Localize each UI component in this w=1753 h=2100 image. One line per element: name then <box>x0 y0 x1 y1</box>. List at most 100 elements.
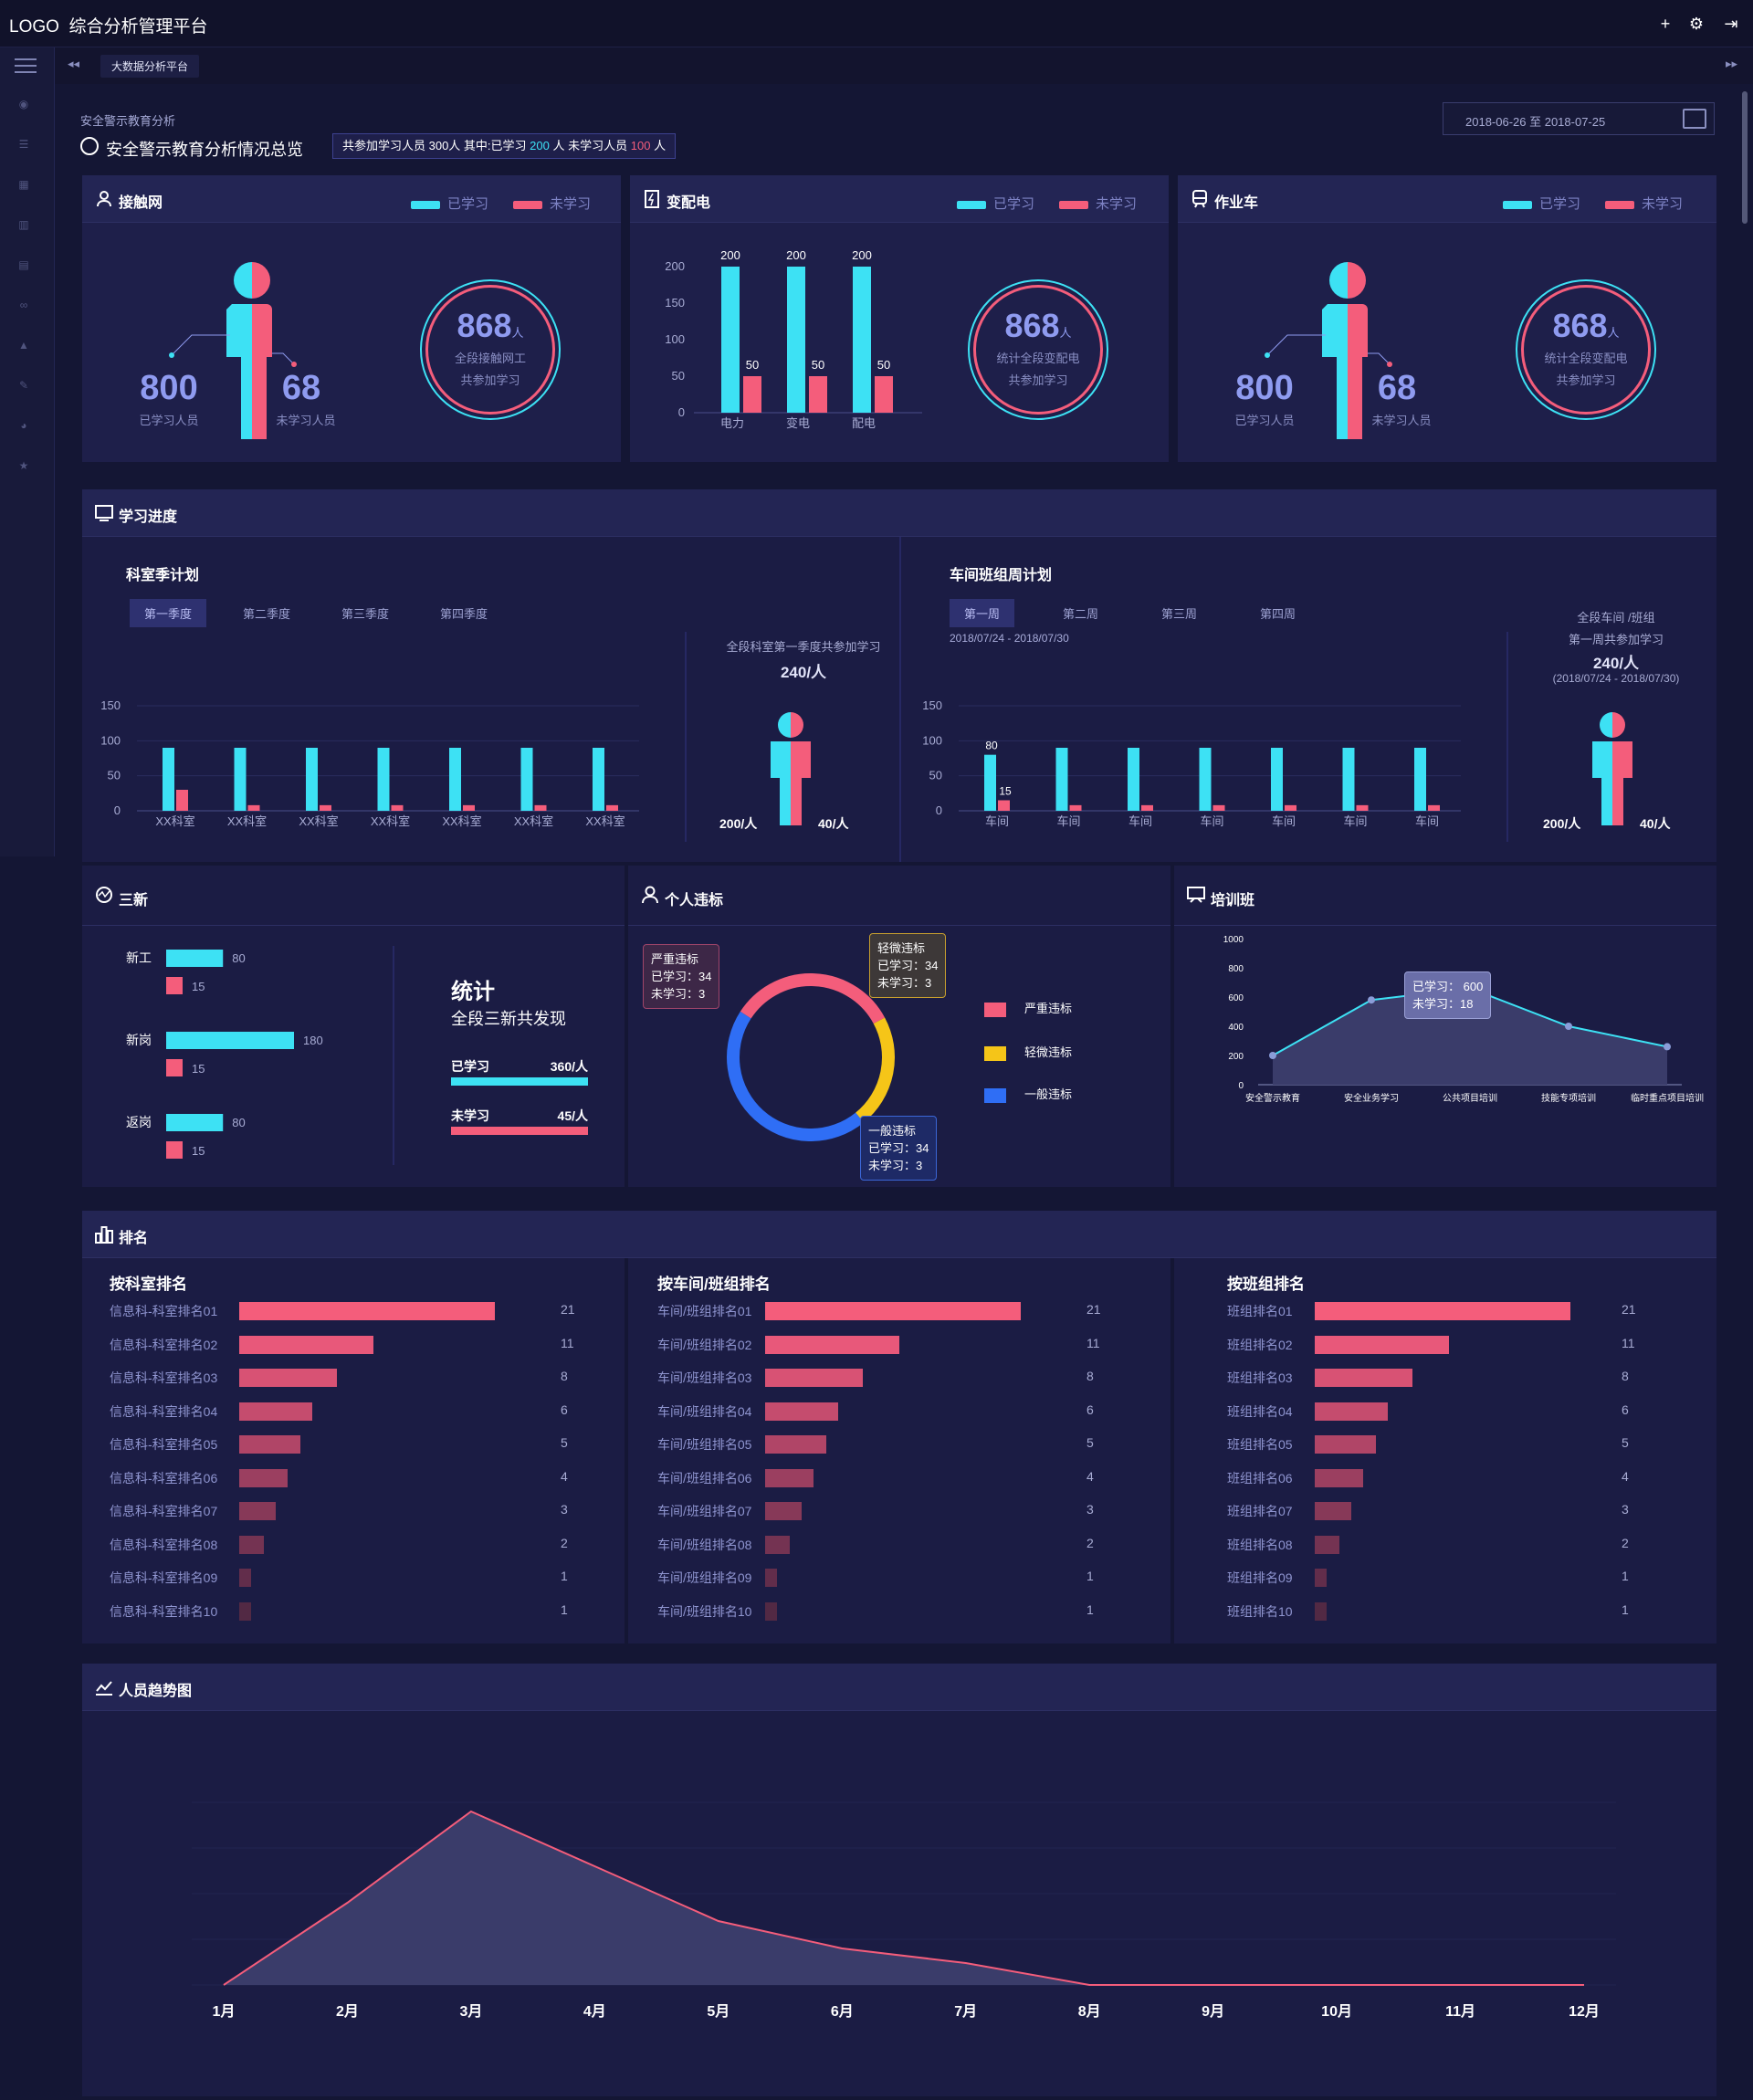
sanxin-panel: 三新 新工 80 15 新岗 180 15 返岗 80 15 统计 全段三新共发现 已学习 36… <box>82 866 625 1187</box>
rank-value: 21 <box>1086 1302 1101 1317</box>
bar-unlearned <box>1356 804 1369 811</box>
rank-bar <box>239 1601 252 1621</box>
gear-icon[interactable]: ⚙ <box>1688 15 1705 33</box>
tab-w3[interactable]: 第三周 <box>1161 607 1198 621</box>
rank-value: 2 <box>1086 1535 1094 1550</box>
side-title1: 全段车间 /班组 <box>1577 611 1655 625</box>
bar-learned <box>1342 748 1355 811</box>
rank-bar <box>765 1435 826 1454</box>
total-line2: 共参加学习 <box>1008 373 1068 387</box>
rank-value: 21 <box>1622 1302 1636 1317</box>
x-tick-label: 安全业务学习 <box>1344 1092 1399 1104</box>
rank-value: 4 <box>1622 1468 1629 1484</box>
tab-w2[interactable]: 第二周 <box>1063 607 1099 621</box>
bar-unlearned <box>875 376 893 413</box>
tab-w4[interactable]: 第四周 <box>1260 607 1296 621</box>
x-tick-label: 车间 <box>1343 814 1367 828</box>
rank-name: 信息科-科室排名02 <box>110 1337 218 1352</box>
x-tick-label: 配电 <box>852 416 876 430</box>
tooltip-minor: 轻微违标 已学习：34 未学习：3 <box>869 933 947 998</box>
rank-row: 车间/班组排名01 21 <box>657 1302 1169 1320</box>
edit-icon[interactable]: ✎ <box>18 379 29 392</box>
menu-toggle-icon[interactable] <box>15 58 37 73</box>
tab-q3[interactable]: 第三季度 <box>341 607 390 621</box>
rank-name: 班组排名03 <box>1227 1370 1293 1385</box>
person-figure <box>169 262 297 439</box>
rank-name: 车间/班组排名06 <box>657 1470 752 1486</box>
pie-icon[interactable]: ◕ <box>20 419 27 432</box>
rank-row: 班组排名07 3 <box>1227 1502 1711 1520</box>
rank-name: 信息科-科室排名01 <box>110 1304 218 1318</box>
add-icon[interactable]: + <box>1660 15 1671 33</box>
tab-bar: ◂◂ 大数据分析平台 ▸▸ <box>55 47 1753 84</box>
bar-unlearned <box>320 804 331 811</box>
rank-name: 信息科-科室排名05 <box>110 1437 218 1452</box>
link-icon[interactable]: ∞ <box>19 299 28 311</box>
tab-big-data[interactable]: 大数据分析平台 <box>100 55 200 78</box>
top-bar: LOGO 综合分析管理平台 + ⚙ ⇥ <box>0 0 1753 47</box>
legend-unlearned: 未学习 <box>1605 194 1683 213</box>
rank-row: 车间/班组排名03 8 <box>657 1369 1169 1387</box>
legend-general: 一般违标 <box>984 1085 1072 1103</box>
bar-value-label: 50 <box>877 358 890 372</box>
x-tick-label: 临时重点项目培训 <box>1631 1092 1704 1104</box>
rank-col3-title: 按班组排名 <box>1227 1276 1305 1293</box>
rank-bar <box>765 1502 802 1520</box>
bar-learned <box>166 1114 224 1131</box>
rank-value: 8 <box>1086 1369 1094 1383</box>
bar-learned <box>1271 748 1283 811</box>
stat-unlearned-bar <box>451 1127 588 1135</box>
rank-row: 信息科-科室排名09 1 <box>110 1569 621 1587</box>
tab-w1[interactable]: 第一周 <box>950 599 1015 627</box>
bar-unlearned <box>166 1141 183 1159</box>
rank-row: 车间/班组排名05 5 <box>657 1435 1169 1454</box>
star-icon[interactable]: ★ <box>18 459 29 472</box>
rank-value: 11 <box>1622 1335 1635 1350</box>
rank-bar <box>765 1601 778 1621</box>
logout-icon[interactable]: ⇥ <box>1724 15 1738 33</box>
scrollbar[interactable] <box>1742 91 1748 224</box>
bar-chart-icon[interactable]: ▥ <box>18 218 29 231</box>
bar-unlearned <box>166 1059 183 1076</box>
tab-scroll-right-icon[interactable]: ▸▸ <box>1726 57 1738 70</box>
rank-value: 8 <box>561 1369 568 1383</box>
bar-unlearned <box>809 376 827 413</box>
graduation-icon[interactable]: ▲ <box>18 339 29 352</box>
trend-area-chart: 1月 2月 3月 4月 5月 6月 7月 8月 9月 10月 11月 12月 <box>192 1801 1616 2020</box>
x-tick-label: 安全警示教育 <box>1245 1092 1300 1104</box>
total-line1: 统计全段变配电 <box>996 352 1080 365</box>
dashboard-icon[interactable]: ◉ <box>18 98 29 110</box>
table-icon[interactable]: ▦ <box>18 178 29 191</box>
bar-learned <box>306 748 318 811</box>
x-tick-label: 技能专项培训 <box>1541 1092 1596 1104</box>
x-tick-label: 车间 <box>1128 814 1152 828</box>
tab-q4[interactable]: 第四季度 <box>440 607 488 621</box>
x-tick-label: 公共项目培训 <box>1443 1092 1497 1104</box>
tab-scroll-left-icon[interactable]: ◂◂ <box>68 57 80 70</box>
area-fill <box>224 1811 1584 1985</box>
tab-q1[interactable]: 第一季度 <box>130 599 207 627</box>
rank-bar <box>239 1402 312 1421</box>
date-range-picker[interactable]: 2018-06-26 至 2018-07-25 <box>1443 102 1715 135</box>
app-title: LOGO 综合分析管理平台 <box>9 17 208 37</box>
unlearned-count: 68 <box>281 369 321 407</box>
calendar-icon[interactable] <box>1683 109 1706 129</box>
bar-learned <box>377 748 390 811</box>
rank-bar <box>239 1569 252 1587</box>
rank-name: 信息科-科室排名10 <box>110 1603 218 1619</box>
tab-q2[interactable]: 第二季度 <box>243 607 291 621</box>
legend-unlearned: 未学习 <box>1059 194 1137 213</box>
bar-learned <box>520 748 533 811</box>
user-icon <box>642 886 658 904</box>
rank-row: 车间/班组排名08 2 <box>657 1535 1169 1554</box>
document-icon[interactable]: ▤ <box>18 258 29 271</box>
x-tick-label: 车间 <box>1272 814 1296 828</box>
data-point <box>1269 1052 1276 1059</box>
y-tick-label: 0 <box>1238 1081 1244 1091</box>
x-tick-label: 2月 <box>336 2003 359 2020</box>
total-line2: 共参加学习 <box>1556 373 1616 387</box>
bar-learned <box>449 748 461 811</box>
y-tick-label: 100 <box>922 733 942 747</box>
list-icon[interactable]: ☰ <box>18 138 29 151</box>
date-range-text: 2018-06-26 至 2018-07-25 <box>1465 115 1606 129</box>
